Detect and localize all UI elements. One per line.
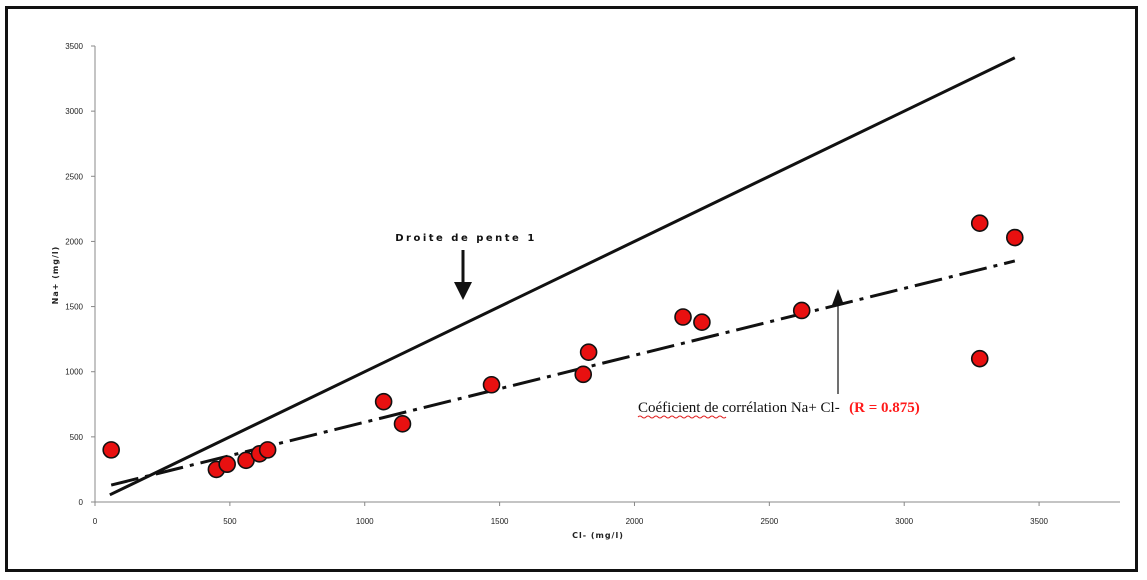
- chart-frame: [5, 6, 1138, 572]
- y-tick-label: 3000: [65, 107, 83, 116]
- y-tick-label: 500: [70, 433, 84, 442]
- slope-annotation: Droite de pente 1: [395, 233, 537, 244]
- axes: [94, 46, 1120, 503]
- y-tick-label: 3500: [65, 42, 83, 51]
- data-point: [792, 301, 811, 320]
- spellcheck-underline: [637, 415, 727, 419]
- x-tick-label: 3000: [895, 517, 913, 526]
- data-point: [574, 365, 593, 384]
- trend-line: [110, 259, 1016, 487]
- data-point: [374, 392, 393, 411]
- x-tick-label: 1500: [491, 517, 509, 526]
- data-point: [218, 455, 236, 474]
- data-point: [579, 343, 598, 361]
- data-point: [258, 441, 277, 459]
- correlation-arrow: [832, 289, 844, 394]
- y-tick-label: 2500: [65, 172, 83, 181]
- data-point: [693, 313, 711, 332]
- x-tick-label: 2000: [626, 517, 644, 526]
- x-axis-title: Cl- (mg/l): [572, 531, 624, 540]
- slope-arrow: [454, 250, 472, 300]
- slope-one-line: [109, 56, 1016, 497]
- y-tick-label: 1500: [65, 303, 83, 312]
- data-point: [970, 349, 989, 368]
- y-tick-label: 2000: [65, 237, 83, 246]
- data-point: [970, 214, 989, 232]
- x-tick-label: 3500: [1030, 517, 1048, 526]
- x-ticks: 0 500 1000 1500 2000 2500 3000 3500: [93, 502, 1049, 526]
- data-point: [482, 375, 501, 394]
- x-tick-label: 500: [223, 517, 237, 526]
- y-tick-label: 1000: [65, 368, 83, 377]
- y-ticks: 0 500 1000 1500 2000 2500 3000 3500: [65, 42, 95, 507]
- x-tick-label: 1000: [356, 517, 374, 526]
- data-point: [1006, 228, 1024, 247]
- data-points: [102, 214, 1024, 479]
- reference-lines: [109, 56, 1016, 497]
- x-tick-label: 2500: [760, 517, 778, 526]
- correlation-annotation: Coéficient de corrélation Na+ Cl- (R = 0…: [638, 399, 920, 416]
- correlation-label: Coéficient de corrélation Na+ Cl-: [638, 400, 840, 416]
- data-point: [674, 308, 692, 326]
- data-point: [102, 441, 120, 459]
- x-tick-label: 0: [93, 517, 98, 526]
- correlation-value: (R = 0.875): [849, 400, 920, 416]
- y-tick-label: 0: [79, 498, 84, 507]
- y-axis-title: Na+ (mg/l): [51, 246, 60, 305]
- data-point: [393, 415, 412, 433]
